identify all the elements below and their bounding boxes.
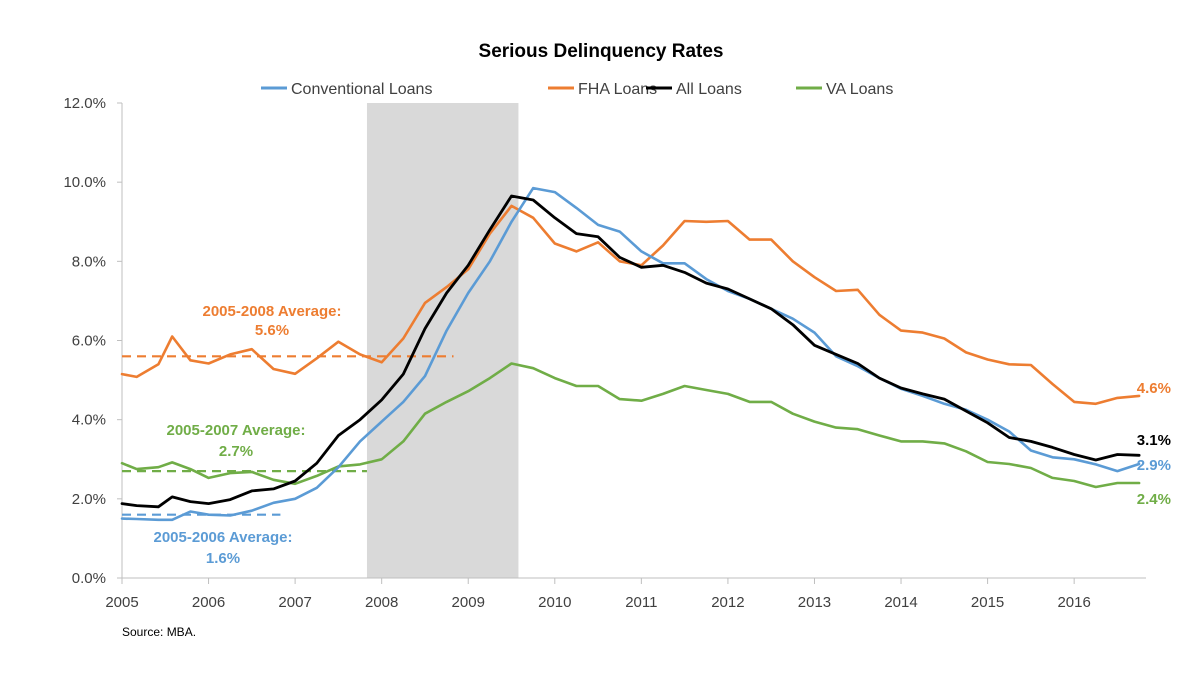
- average-label-fha-loans: 2005-2008 Average:: [203, 303, 342, 320]
- x-tick-label: 2010: [538, 594, 571, 611]
- series-line-fha-loans: [120, 204, 1141, 406]
- legend: Conventional Loans FHA Loans All Loans VA L…: [261, 81, 893, 98]
- x-tick-label: 2009: [452, 594, 485, 611]
- average-label-conventional-loans: 2005-2006 Average:: [154, 529, 293, 546]
- y-tick-label: 6.0%: [72, 333, 106, 350]
- series-line-va-loans: [120, 362, 1141, 489]
- legend-label-conventional-loans: Conventional Loans: [291, 81, 432, 98]
- y-tick-label: 2.0%: [72, 491, 106, 508]
- end-label-all-loans: 3.1%: [1137, 432, 1171, 449]
- x-tick-label: 2016: [1057, 594, 1090, 611]
- x-tick-label: 2006: [192, 594, 225, 611]
- y-tick-label: 12.0%: [63, 95, 106, 112]
- y-tick-label: 0.0%: [72, 570, 106, 587]
- y-tick-label: 8.0%: [72, 253, 106, 270]
- source-note: Source: MBA.: [122, 625, 196, 639]
- x-tick-label: 2011: [625, 594, 657, 611]
- end-label-va-loans: 2.4%: [1137, 491, 1171, 508]
- average-value-va-loans: 2.7%: [219, 443, 253, 460]
- labels-layer: 2005-2008 Average: 5.6% 2005-2007 Average:…: [154, 303, 1171, 567]
- end-label-fha-loans: 4.6%: [1137, 380, 1171, 397]
- x-tick-label: 2007: [278, 594, 311, 611]
- legend-label-all-loans: All Loans: [676, 81, 742, 98]
- chart-title: Serious Delinquency Rates: [479, 41, 724, 62]
- legend-label-va-loans: VA Loans: [826, 81, 893, 98]
- x-tick-label: 2005: [105, 594, 138, 611]
- x-tick-label: 2013: [798, 594, 831, 611]
- average-value-conventional-loans: 1.6%: [206, 550, 240, 567]
- average-label-va-loans: 2005-2007 Average:: [167, 422, 306, 439]
- legend-label-fha-loans: FHA Loans: [578, 81, 657, 98]
- x-tick-label: 2008: [365, 594, 398, 611]
- y-tick-label: 4.0%: [72, 412, 106, 429]
- average-value-fha-loans: 5.6%: [255, 322, 289, 339]
- axis-layer: 0.0% 2.0% 4.0% 6.0% 8.0% 10.0% 12.0% 2005 2006 20…: [63, 95, 1146, 611]
- x-tick-label: 2015: [971, 594, 1004, 611]
- series-layer: [120, 186, 1141, 522]
- x-tick-label: 2012: [711, 594, 744, 611]
- x-tick-label: 2014: [884, 594, 917, 611]
- end-label-conventional-loans: 2.9%: [1137, 457, 1171, 474]
- series-line-all-loans: [120, 194, 1141, 509]
- y-tick-label: 10.0%: [63, 174, 106, 191]
